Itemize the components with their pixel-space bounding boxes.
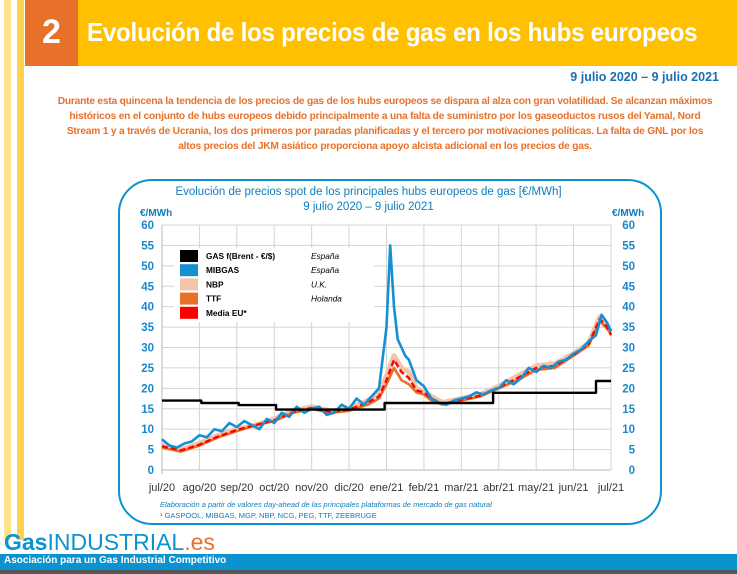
- legend-label: GAS f(Brent - €/$): [206, 251, 275, 261]
- chart-title: Evolución de precios spot de los princip…: [175, 186, 562, 198]
- y-tick-label-right: 25: [622, 363, 635, 375]
- footnote: ¹ GASPOOL, MIBGAS, MGP, NBP, NCG, PEG, T…: [160, 511, 377, 520]
- y-tick-label-left: 20: [141, 383, 154, 395]
- y-tick-label-right: 40: [622, 302, 635, 314]
- y-tick-label-left: 55: [141, 240, 154, 252]
- y-ticks-left: 0 5 10 15 20 25 30 35 40 45 50 55 60: [141, 220, 154, 477]
- y-tick-label-right: 0: [629, 465, 635, 477]
- legend-country: España: [311, 251, 340, 261]
- y-tick-label-left: 25: [141, 363, 154, 375]
- chart-subtitle: 9 julio 2020 – 9 julio 2021: [303, 201, 434, 213]
- tagline: Asociación para un Gas Industrial Compet…: [4, 555, 227, 566]
- source-note: Elaboración a partir de valores day-ahea…: [160, 500, 492, 509]
- y-tick-label-right: 55: [622, 240, 635, 252]
- x-tick-label: jun/21: [558, 482, 589, 494]
- summary-text: Durante esta quincena la tendencia de lo…: [57, 96, 713, 152]
- legend-swatch: [180, 250, 198, 262]
- footer-bottom-bar: [0, 570, 737, 574]
- y-tick-label-right: 30: [622, 343, 635, 355]
- footer-band: [0, 554, 737, 570]
- y-tick-label-left: 40: [141, 302, 154, 314]
- y-tick-label-left: 30: [141, 343, 154, 355]
- legend-country: U.K.: [311, 279, 327, 289]
- legend-country: Holanda: [311, 294, 342, 304]
- y-ticks-right: 0 5 10 15 20 25 30 35 40 45 50 55 60: [622, 220, 635, 477]
- page-title: Evolución de los precios de gas en los h…: [87, 17, 698, 47]
- x-tick-label: mar/21: [444, 482, 478, 494]
- y-axis-label-left: €/MWh: [140, 208, 173, 219]
- y-tick-label-right: 15: [622, 404, 635, 416]
- section-number: 2: [25, 0, 78, 66]
- x-tick-label: oct/20: [259, 482, 289, 494]
- x-tick-label: ago/20: [183, 482, 217, 494]
- logo-gas: Gas: [4, 529, 48, 555]
- y-tick-label-right: 20: [622, 383, 635, 395]
- y-tick-label-left: 5: [148, 445, 155, 457]
- logo-industrial: INDUSTRIAL: [47, 529, 185, 555]
- x-tick-label: jul/21: [597, 482, 624, 494]
- series-line-mibgas: [161, 244, 613, 449]
- legend-swatch: [180, 264, 198, 277]
- legend-swatch: [180, 292, 198, 305]
- x-tick-label: abr/21: [483, 482, 514, 494]
- y-tick-label-right: 5: [629, 445, 636, 457]
- legend: GAS f(Brent - €/$) España MIBGAS España NBP U…: [174, 248, 374, 322]
- decorative-bar: [4, 0, 11, 540]
- y-tick-label-left: 45: [141, 281, 154, 293]
- y-tick-label-left: 35: [141, 322, 154, 334]
- legend-swatch: [180, 306, 198, 319]
- x-tick-label: dic/20: [334, 482, 363, 494]
- y-tick-label-right: 45: [622, 281, 635, 293]
- legend-box: [174, 248, 374, 322]
- y-tick-label-left: 60: [141, 220, 154, 232]
- x-tick-label: jul/20: [148, 482, 175, 494]
- y-tick-label-right: 50: [622, 261, 635, 273]
- x-tick-label: feb/21: [409, 482, 440, 494]
- section-header: 2 Evolución de los precios de gas en los…: [25, 0, 737, 66]
- x-tick-label: nov/20: [295, 482, 328, 494]
- y-tick-label-left: 0: [148, 465, 154, 477]
- legend-label: NBP: [206, 279, 224, 289]
- decorative-bar: [17, 0, 24, 540]
- x-tick-label: sep/20: [220, 482, 253, 494]
- y-tick-label-right: 60: [622, 220, 635, 232]
- x-tick-label: may/21: [518, 482, 554, 494]
- y-tick-label-right: 35: [622, 322, 635, 334]
- x-ticks: jul/20 ago/20 sep/20 oct/20 nov/20 dic/20 ene/…: [148, 482, 624, 494]
- legend-label: TTF: [206, 294, 221, 304]
- logo-es: .es: [184, 529, 215, 555]
- y-tick-label-left: 50: [141, 261, 154, 273]
- logo: GasINDUSTRIAL.es: [4, 530, 215, 554]
- y-tick-label-right: 10: [622, 424, 635, 436]
- x-tick-label: ene/21: [370, 482, 404, 494]
- y-tick-label-left: 15: [141, 404, 154, 416]
- date-range: 9 julio 2020 – 9 julio 2021: [570, 70, 719, 84]
- legend-swatch: [180, 278, 198, 291]
- legend-country: España: [311, 265, 340, 275]
- legend-label: MIBGAS: [206, 265, 240, 275]
- series-lines: [161, 244, 613, 453]
- y-axis-label-right: €/MWh: [612, 208, 645, 219]
- y-tick-label-left: 10: [141, 424, 154, 436]
- legend-label: Media EU*: [206, 308, 247, 318]
- series-line-gas-f-brent: [162, 379, 611, 411]
